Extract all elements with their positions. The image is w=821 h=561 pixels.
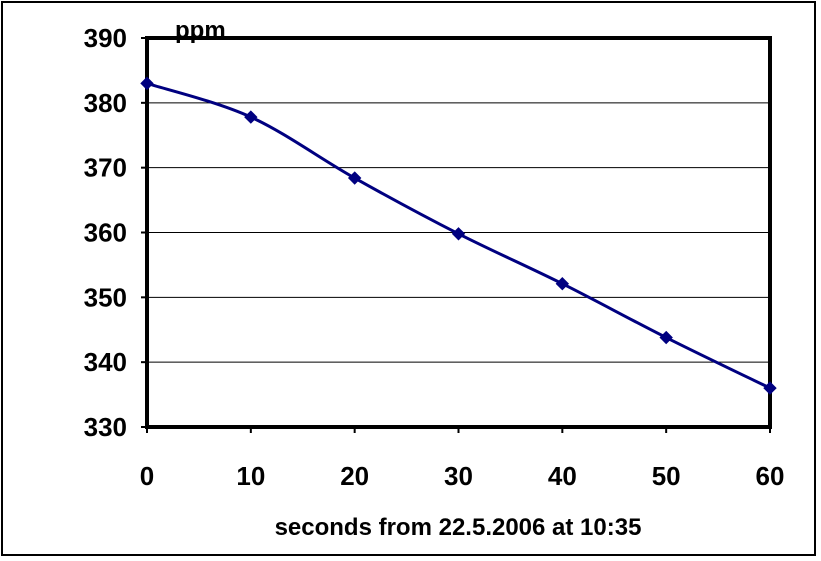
y-tick-label: 350 [84, 282, 127, 312]
y-axis-ticks: 330 340 350 360 370 380 390 [84, 23, 147, 442]
data-point-marker [244, 110, 258, 124]
x-tick-label: 40 [548, 461, 577, 491]
data-point-marker [555, 277, 570, 291]
data-point-marker [763, 381, 777, 395]
y-tick-label: 380 [84, 88, 127, 118]
x-tick-label: 20 [340, 461, 369, 491]
y-unit-label: ppm [175, 17, 226, 44]
y-tick-label: 390 [84, 23, 127, 53]
y-tick-label: 340 [84, 347, 127, 377]
y-tick-label: 360 [84, 218, 127, 248]
data-point-marker [347, 171, 362, 185]
x-tick-label: 30 [444, 461, 473, 491]
data-point-marker [659, 330, 673, 345]
gridlines [147, 102, 770, 363]
data-point-marker [140, 76, 154, 91]
x-axis-title: seconds from 22.5.2006 at 10:35 [275, 514, 642, 541]
x-tick-label: 60 [756, 461, 785, 491]
x-tick-label: 0 [140, 461, 154, 491]
data-point-marker [451, 227, 466, 241]
plot-area-border [145, 36, 772, 429]
series-group [140, 76, 777, 395]
x-tick-label: 10 [236, 461, 265, 491]
y-tick-label: 370 [84, 153, 127, 183]
x-axis-ticks: 0 10 20 30 40 50 60 [140, 427, 785, 491]
y-tick-label: 330 [84, 412, 127, 442]
x-tick-label: 50 [652, 461, 681, 491]
